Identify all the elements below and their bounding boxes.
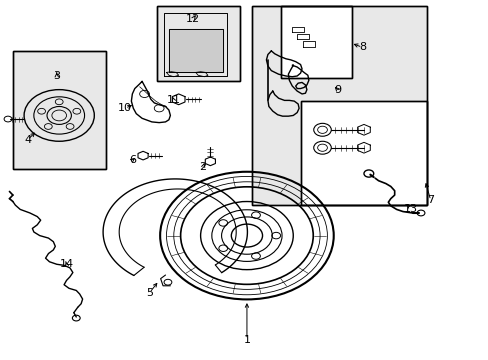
Text: 1: 1 xyxy=(243,334,250,345)
Text: 6: 6 xyxy=(128,155,136,165)
Text: 5: 5 xyxy=(145,288,153,298)
Text: 10: 10 xyxy=(118,103,132,113)
Bar xyxy=(251,6,427,205)
Bar xyxy=(281,6,351,78)
Text: 14: 14 xyxy=(60,259,73,269)
Bar xyxy=(300,101,427,205)
Text: 4: 4 xyxy=(24,135,31,145)
Bar xyxy=(251,6,427,205)
Bar xyxy=(13,51,105,169)
Bar xyxy=(157,6,239,81)
Polygon shape xyxy=(168,30,222,72)
Bar xyxy=(300,101,427,205)
Text: 11: 11 xyxy=(166,95,181,105)
Text: 13: 13 xyxy=(404,204,417,214)
Bar xyxy=(300,101,427,205)
Bar xyxy=(13,51,105,169)
Text: 3: 3 xyxy=(53,71,60,81)
Text: 12: 12 xyxy=(186,14,200,24)
Bar xyxy=(251,6,427,205)
Text: 9: 9 xyxy=(334,85,341,95)
Text: 2: 2 xyxy=(199,162,206,172)
Bar xyxy=(13,51,105,169)
Bar xyxy=(157,6,239,81)
Bar xyxy=(281,6,351,78)
Text: 7: 7 xyxy=(427,195,433,206)
Bar xyxy=(157,6,239,81)
Bar xyxy=(13,51,105,169)
Text: 8: 8 xyxy=(358,42,366,52)
Bar xyxy=(281,6,351,78)
